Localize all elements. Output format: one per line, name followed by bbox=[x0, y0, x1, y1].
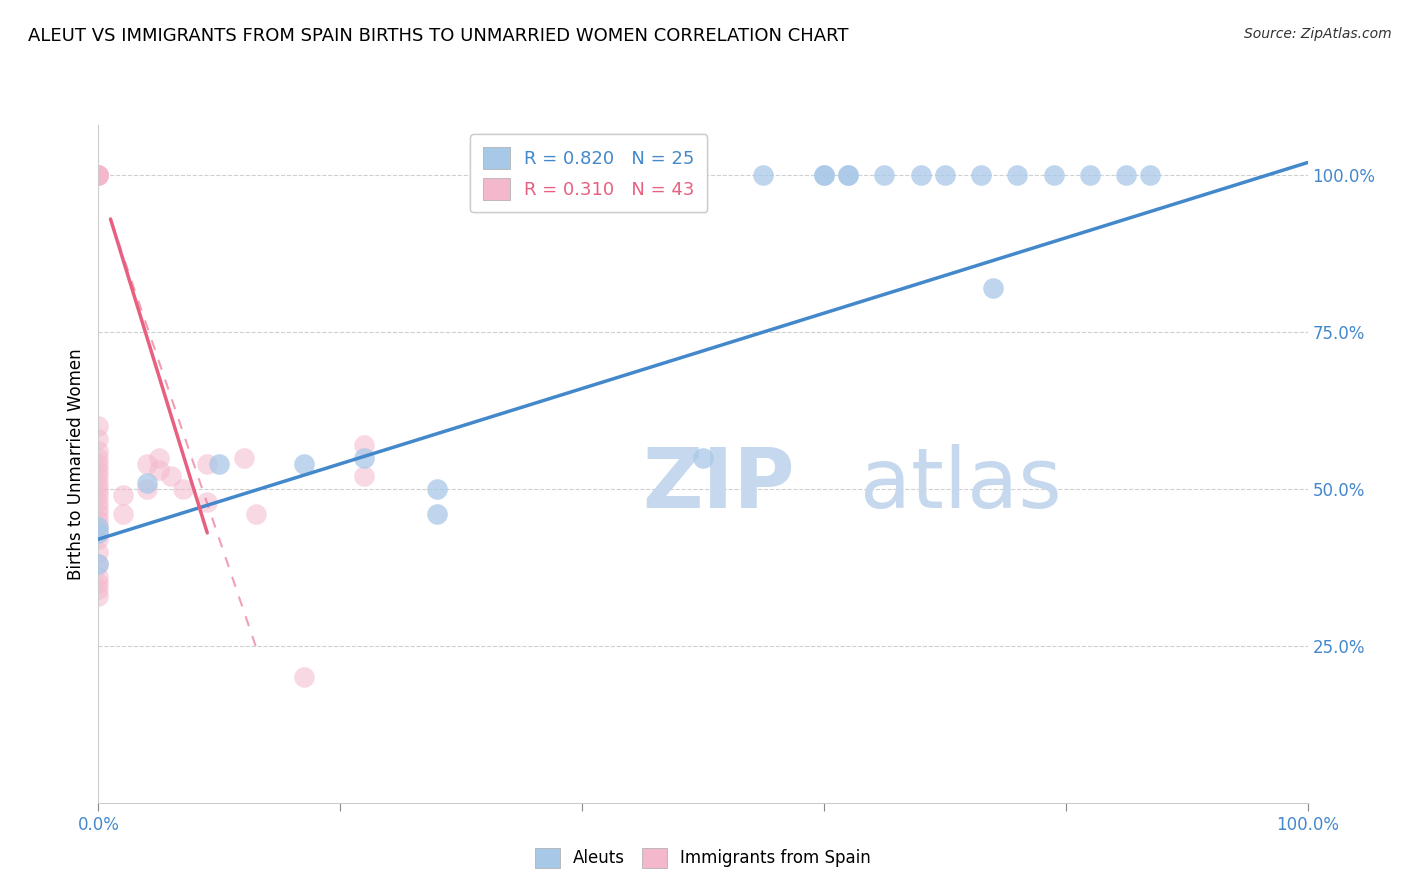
Y-axis label: Births to Unmarried Women: Births to Unmarried Women bbox=[66, 348, 84, 580]
Point bbox=[1007, 168, 1029, 182]
Point bbox=[837, 168, 859, 182]
Point bbox=[87, 168, 110, 182]
Point bbox=[87, 444, 110, 458]
Point bbox=[1115, 168, 1137, 182]
Point bbox=[148, 463, 170, 477]
Text: ALEUT VS IMMIGRANTS FROM SPAIN BIRTHS TO UNMARRIED WOMEN CORRELATION CHART: ALEUT VS IMMIGRANTS FROM SPAIN BIRTHS TO… bbox=[28, 27, 849, 45]
Point bbox=[148, 450, 170, 465]
Point bbox=[135, 457, 157, 471]
Point bbox=[245, 507, 267, 521]
Point bbox=[426, 507, 449, 521]
Legend: R = 0.820   N = 25, R = 0.310   N = 43: R = 0.820 N = 25, R = 0.310 N = 43 bbox=[470, 134, 707, 212]
Point bbox=[87, 582, 110, 597]
Point bbox=[87, 507, 110, 521]
Point bbox=[87, 469, 110, 483]
Point bbox=[1139, 168, 1161, 182]
Point bbox=[970, 168, 993, 182]
Point bbox=[87, 545, 110, 559]
Point bbox=[1042, 168, 1064, 182]
Point bbox=[87, 558, 110, 572]
Point bbox=[111, 488, 134, 502]
Point bbox=[353, 438, 375, 452]
Point bbox=[87, 532, 110, 546]
Point bbox=[87, 519, 110, 533]
Point bbox=[292, 457, 315, 471]
Text: Source: ZipAtlas.com: Source: ZipAtlas.com bbox=[1244, 27, 1392, 41]
Point bbox=[195, 457, 218, 471]
Point bbox=[87, 419, 110, 434]
Point bbox=[910, 168, 932, 182]
Point bbox=[981, 281, 1004, 295]
Point bbox=[873, 168, 896, 182]
Point bbox=[87, 475, 110, 490]
Point bbox=[87, 513, 110, 527]
Point bbox=[692, 450, 714, 465]
Point bbox=[160, 469, 183, 483]
Point bbox=[353, 450, 375, 465]
Point bbox=[87, 168, 110, 182]
Point bbox=[426, 482, 449, 496]
Point bbox=[1078, 168, 1101, 182]
Point bbox=[87, 494, 110, 508]
Point bbox=[87, 457, 110, 471]
Legend: Aleuts, Immigrants from Spain: Aleuts, Immigrants from Spain bbox=[529, 841, 877, 875]
Point bbox=[195, 494, 218, 508]
Point bbox=[87, 482, 110, 496]
Point bbox=[353, 469, 375, 483]
Point bbox=[135, 482, 157, 496]
Point bbox=[934, 168, 956, 182]
Point bbox=[111, 507, 134, 521]
Point bbox=[87, 168, 110, 182]
Point bbox=[87, 432, 110, 446]
Point bbox=[87, 500, 110, 515]
Point bbox=[172, 482, 194, 496]
Point bbox=[87, 168, 110, 182]
Point bbox=[87, 168, 110, 182]
Point bbox=[87, 589, 110, 603]
Point bbox=[292, 670, 315, 684]
Point bbox=[87, 570, 110, 584]
Point bbox=[87, 463, 110, 477]
Point bbox=[87, 519, 110, 533]
Point bbox=[752, 168, 775, 182]
Point bbox=[87, 558, 110, 572]
Point bbox=[87, 525, 110, 540]
Point bbox=[837, 168, 859, 182]
Point bbox=[813, 168, 835, 182]
Point bbox=[87, 576, 110, 591]
Point bbox=[87, 525, 110, 540]
Point bbox=[87, 450, 110, 465]
Point bbox=[232, 450, 254, 465]
Point bbox=[813, 168, 835, 182]
Point bbox=[208, 457, 231, 471]
Text: ZIP: ZIP bbox=[643, 443, 794, 524]
Point bbox=[135, 475, 157, 490]
Point bbox=[87, 488, 110, 502]
Text: atlas: atlas bbox=[860, 443, 1062, 524]
